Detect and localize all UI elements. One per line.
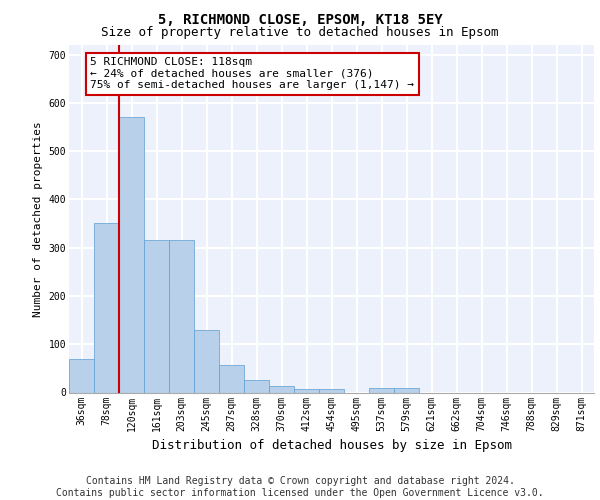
Text: 5 RICHMOND CLOSE: 118sqm
← 24% of detached houses are smaller (376)
75% of semi-: 5 RICHMOND CLOSE: 118sqm ← 24% of detach…	[90, 57, 414, 90]
Text: Size of property relative to detached houses in Epsom: Size of property relative to detached ho…	[101, 26, 499, 39]
Bar	[294, 389, 319, 392]
Bar	[244, 380, 269, 392]
Bar	[319, 389, 344, 392]
Y-axis label: Number of detached properties: Number of detached properties	[33, 121, 43, 316]
Bar	[69, 358, 94, 392]
Text: Contains public sector information licensed under the Open Government Licence v3: Contains public sector information licen…	[56, 488, 544, 498]
Bar	[219, 365, 244, 392]
Text: 5, RICHMOND CLOSE, EPSOM, KT18 5EY: 5, RICHMOND CLOSE, EPSOM, KT18 5EY	[158, 12, 442, 26]
Bar	[269, 386, 294, 392]
Bar	[394, 388, 419, 392]
Bar	[369, 388, 394, 392]
X-axis label: Distribution of detached houses by size in Epsom: Distribution of detached houses by size …	[151, 439, 511, 452]
Bar	[144, 240, 169, 392]
Bar	[194, 330, 219, 392]
Bar	[169, 240, 194, 392]
Text: Contains HM Land Registry data © Crown copyright and database right 2024.: Contains HM Land Registry data © Crown c…	[86, 476, 514, 486]
Bar	[119, 118, 144, 392]
Bar	[94, 222, 119, 392]
